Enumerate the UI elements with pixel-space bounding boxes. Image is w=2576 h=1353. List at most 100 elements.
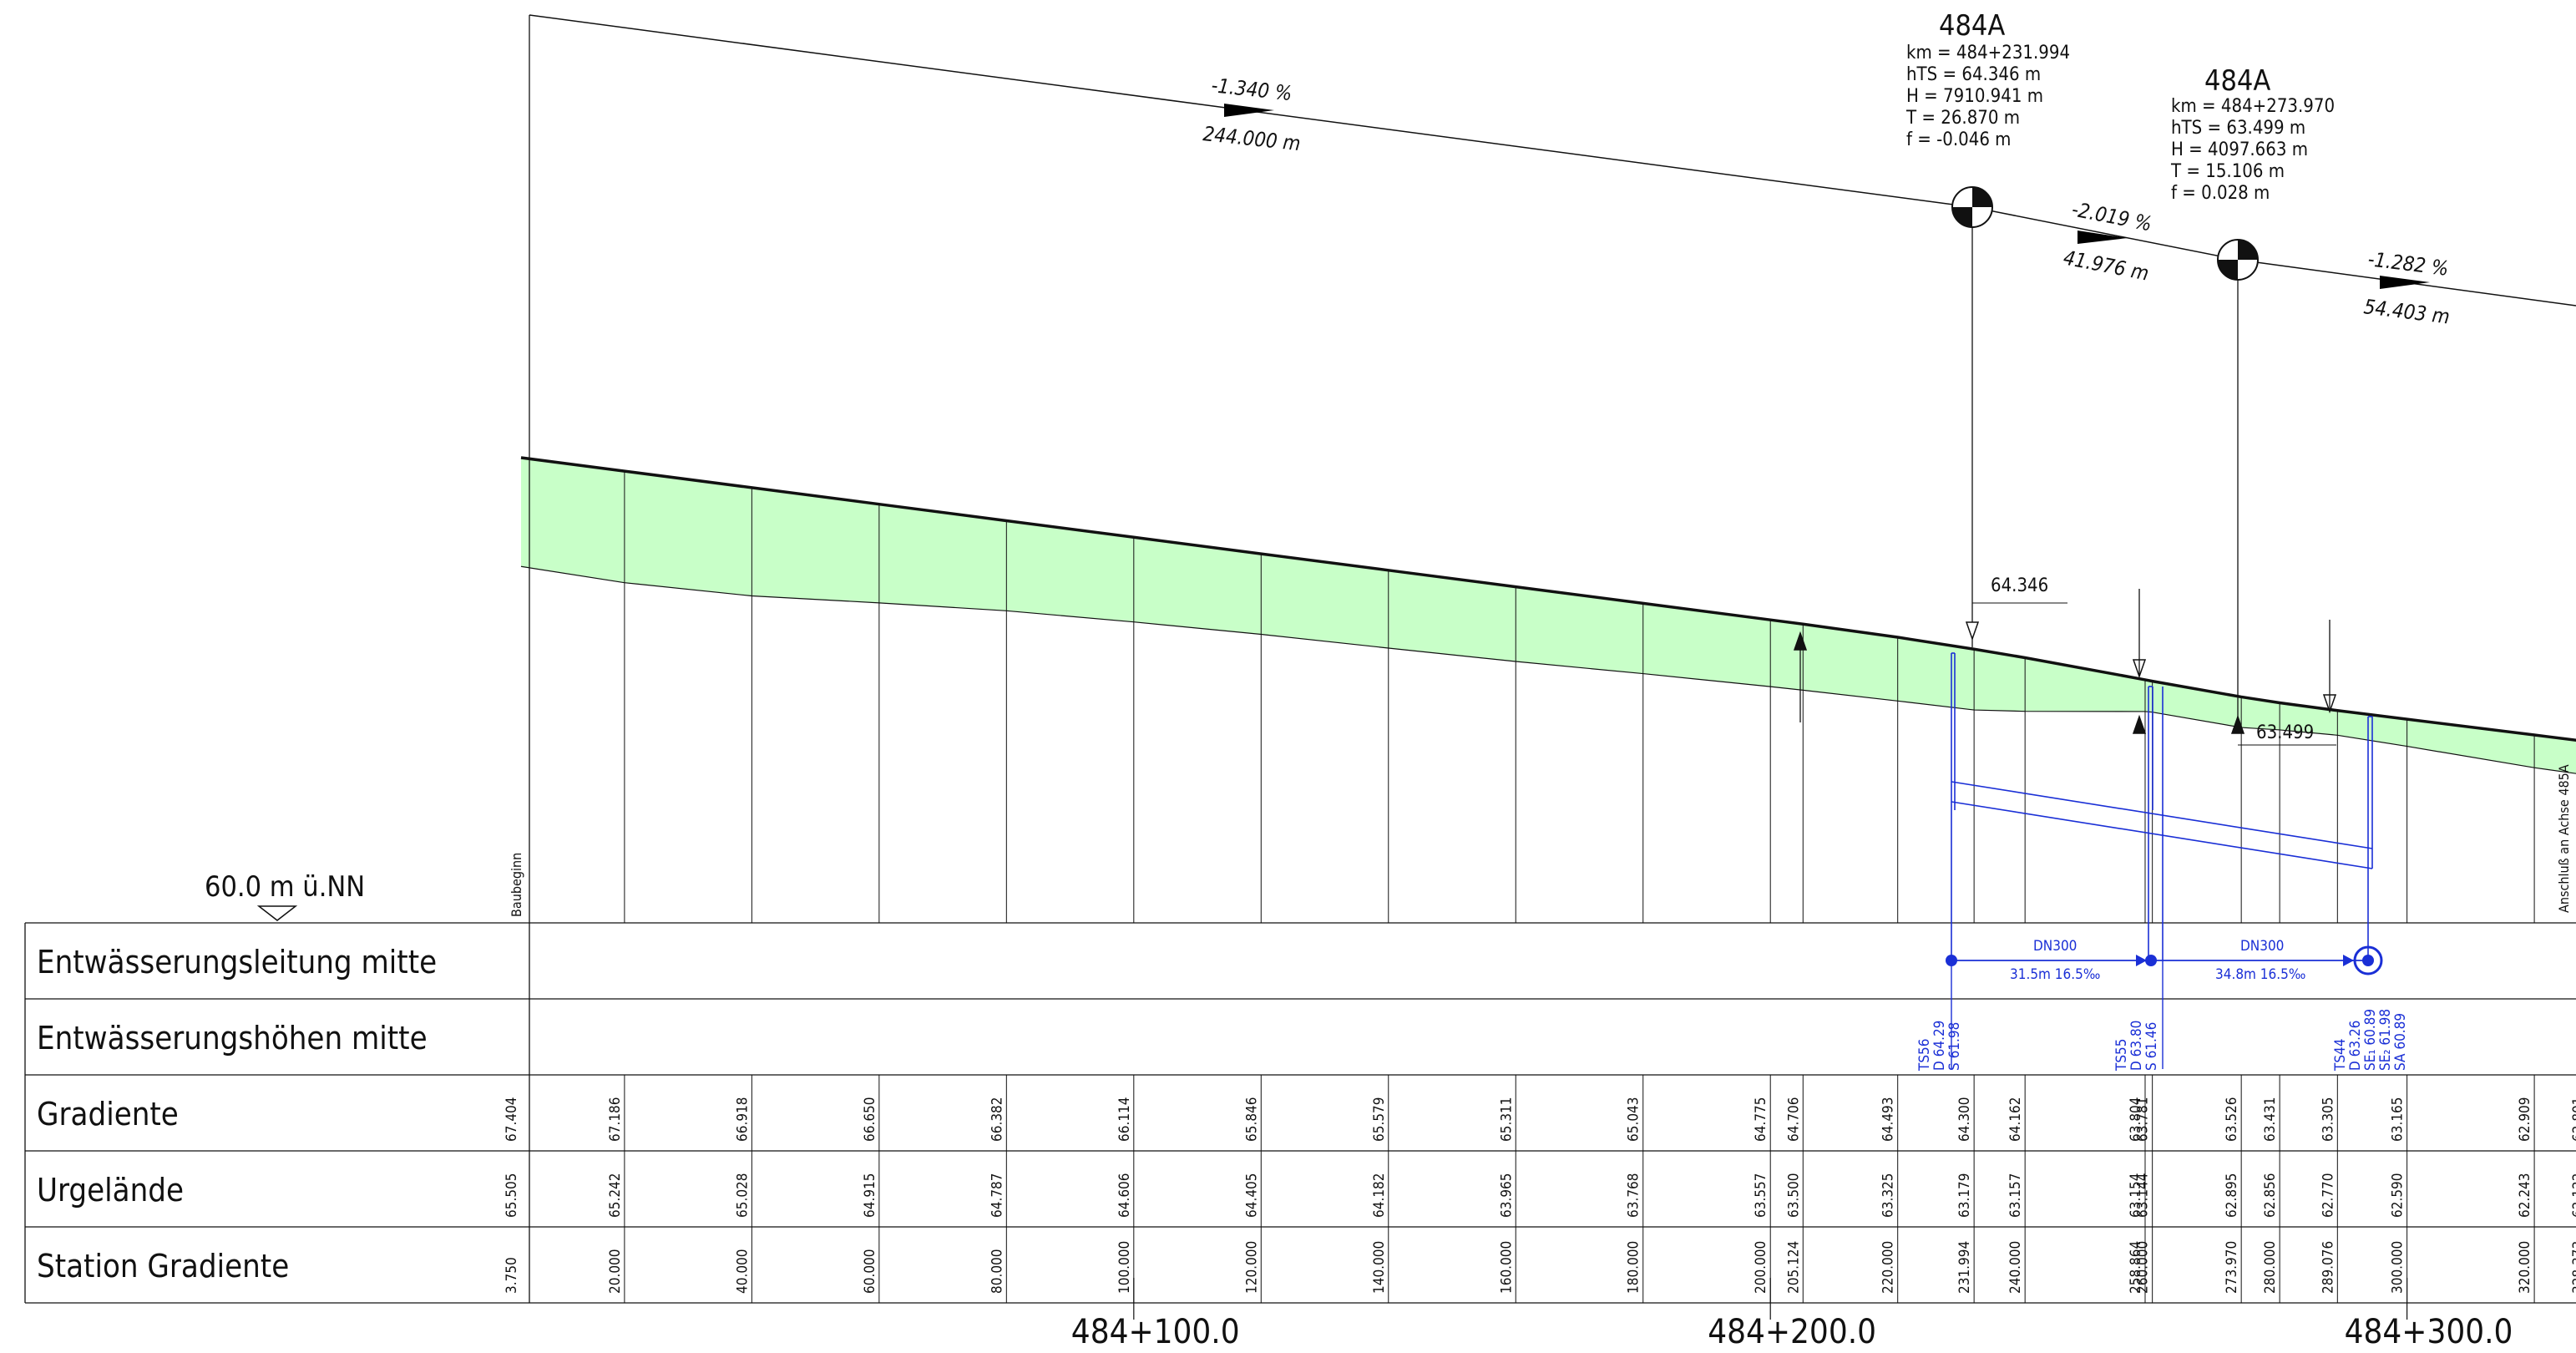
urgelaende-value: 64.915 [862,1173,878,1219]
grade-arrow-icon [1224,104,1274,117]
stations-value: 320.000 [2517,1241,2533,1294]
urgelaende-value: 62.895 [2224,1173,2240,1219]
grade-percent: -1.282 % [2366,247,2450,281]
marker-arrow-icon [1965,621,1980,641]
flow-arrow-icon [2136,955,2147,966]
stations-value: 260.000 [2135,1241,2152,1294]
structure-label: SA 60.89 [2392,1013,2409,1071]
outlet-core-icon [2362,955,2374,966]
vcurve-quadrant [1952,207,1972,227]
stations-value: 231.994 [1956,1241,1973,1294]
stations-value: 160.000 [1498,1241,1515,1294]
km-label: 484+300.0 [2345,1313,2513,1351]
vcurve-param: km = 484+231.994 [1906,43,2070,63]
stations-value: 220.000 [1880,1241,1897,1294]
urgelaende-value: 62.590 [2390,1173,2406,1219]
vcurve-quadrant [2238,240,2258,260]
urgelaende-value: 65.505 [504,1173,520,1219]
gradiente-value: 63.431 [2262,1097,2279,1143]
km-labels: 484+100.0 484+200.0 484+300.0 [1071,1313,2513,1351]
datum-triangle-icon [256,905,298,921]
row-label: Gradiente [37,1096,179,1133]
gradiente-value: 64.706 [1785,1097,1802,1143]
stations-value: 328.373 [2570,1241,2576,1294]
gradiente-value: 63.781 [2135,1097,2152,1143]
urgelaende-value: 63.179 [1956,1173,1973,1219]
gradiente-value: 63.305 [2320,1097,2336,1143]
vcurve-param: km = 484+273.970 [2171,96,2335,117]
structure-label: D 63.26 [2347,1021,2364,1071]
vcurve-param: H = 4097.663 m [2171,139,2308,160]
gradiente-value: 62.801 [2570,1097,2576,1143]
vcurve-elevation: 64.346 [1991,575,2048,596]
gradiente-value: 67.186 [607,1097,624,1143]
structure-label: S 61.98 [1946,1022,1963,1071]
structure-label: TS56 [1916,1038,1933,1072]
vcurve-param: T = 15.106 m [2170,161,2285,182]
gradiente-value: 64.775 [1753,1097,1769,1143]
urgelaende-value: 62.122 [2570,1173,2576,1219]
grade-length: 54.403 m [2362,295,2451,328]
structure-label: TS55 [2113,1038,2130,1072]
vcurve-elevation: 63.499 [2256,722,2314,743]
gradiente-value: 64.493 [1880,1097,1897,1143]
stations-value: 180.000 [1626,1241,1642,1294]
urgelaende-value: 63.500 [1785,1173,1802,1219]
urgelaende-value: 63.557 [1753,1173,1769,1219]
stations-value: 60.000 [862,1249,878,1295]
grade-arrow-icon [2078,231,2128,244]
structure-label: SE₂ 61.98 [2377,1009,2394,1071]
outlet-icon [2353,945,2383,975]
structure-label: SE₁ 60.89 [2362,1009,2379,1071]
earthwork-fill-area [521,458,2576,774]
datum-label: 60.0 m ü.NN [205,870,365,904]
urgelaende-value: 63.325 [1880,1173,1897,1219]
km-label: 484+100.0 [1071,1313,1240,1351]
node-icon [2145,955,2157,966]
vcurve-param: f = -0.046 m [1906,129,2011,150]
urgelaende-value: 62.243 [2517,1173,2533,1219]
vcurve-param: H = 7910.941 m [1906,86,2043,107]
stations-value: 300.000 [2390,1241,2406,1294]
gradiente-value: 66.114 [1116,1097,1133,1143]
structure-label: S 61.46 [2143,1022,2160,1071]
gradiente-value: 65.579 [1371,1097,1388,1143]
station-lines [529,15,2535,923]
gradiente-value: 65.846 [1243,1097,1260,1143]
grade-length: 244.000 m [1202,122,1301,155]
gradiente-value: 66.918 [734,1097,751,1143]
gradiente-value: 65.043 [1626,1097,1642,1143]
tangent-line [529,14,2576,307]
start-label: Baubeginn [509,853,524,917]
grade-length: 41.976 m [2062,246,2151,285]
row-label: Entwässerungshöhen mitte [37,1020,428,1057]
urgelaende-value: 62.770 [2320,1173,2336,1219]
urgelaende-value: 64.606 [1116,1173,1133,1219]
gradiente-value: 64.162 [2007,1097,2024,1143]
structure-label: TS44 [2332,1038,2349,1072]
urgelaende-value: 64.787 [989,1173,1005,1219]
row-labels: Entwässerungsleitung mitte Entwässerungsh… [37,944,437,1285]
vcurve-param: f = 0.028 m [2171,183,2270,204]
row-label: Station Gradiente [37,1248,289,1285]
vcurve-param: hTS = 63.499 m [2171,118,2305,139]
stations-value: 289.076 [2320,1241,2336,1294]
end-label: Anschluß an Achse 485A [2556,764,2572,913]
urgelaende-value: 64.182 [1371,1173,1388,1219]
band-table [24,922,2576,1320]
grade-percent: -1.340 % [1210,73,1293,105]
grade-arrow-icon [2380,276,2430,289]
stations-value: 3.750 [504,1257,520,1294]
stations-value: 140.000 [1371,1241,1388,1294]
pipe-dn: DN300 [2240,938,2284,955]
vcurve-quadrant [1972,187,1992,207]
marker-arrow-icon [2230,714,2245,734]
urgelaende-value: 62.856 [2262,1173,2279,1219]
urgelaende-value: 65.028 [734,1173,751,1219]
vcurve-param: T = 26.870 m [1905,108,2020,129]
vcurve-title: 484A [2204,64,2270,98]
grade-percent: -2.019 % [2070,197,2154,236]
